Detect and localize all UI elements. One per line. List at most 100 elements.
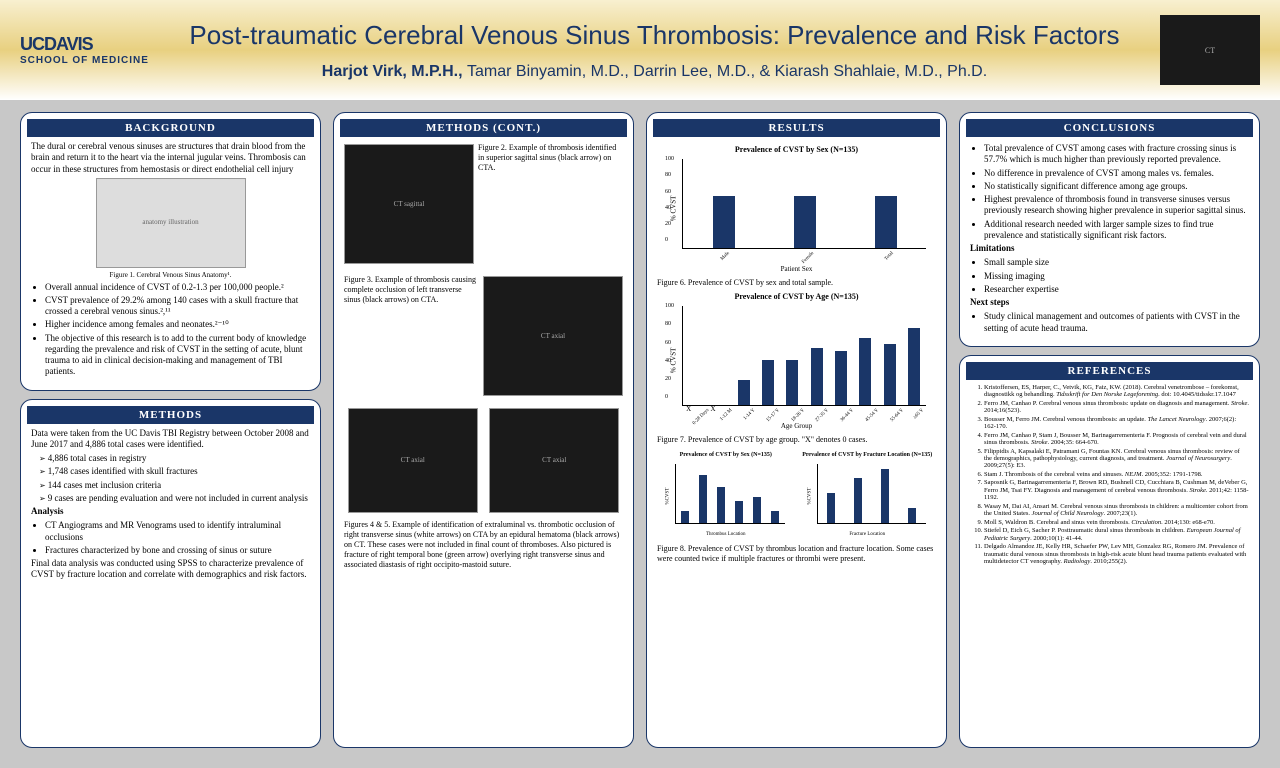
x-labels: MaleFemaleTotal	[682, 251, 926, 257]
x-tick-label: Total	[884, 251, 896, 263]
chart-bar	[753, 497, 761, 523]
conclusions-list: Total prevalence of CVST among cases wit…	[970, 143, 1249, 241]
chart-bar	[908, 508, 916, 522]
chart-title: Prevalence of CVST by Fracture Location …	[799, 452, 937, 460]
list-item: Bousser M, Ferro JM. Cerebral venous thr…	[984, 416, 1249, 431]
x-tick-label: Female	[801, 251, 816, 266]
figure-1-caption: Figure 1. Cerebral Venous Sinus Anatomy¹…	[31, 271, 310, 280]
panel-body: Kristoffersen, ES, Harper, C., Vetvik, K…	[966, 380, 1253, 571]
lead-author: Harjot Virk, M.P.H.,	[322, 63, 467, 80]
chart-bar	[827, 493, 835, 523]
authors: Harjot Virk, M.P.H., Tamar Binyamin, M.D…	[149, 63, 1160, 81]
column-3: RESULTS Prevalence of CVST by Sex (N=135…	[646, 112, 947, 748]
panel-body: Data were taken from the UC Davis TBI Re…	[27, 424, 314, 588]
list-item: Additional research needed with larger s…	[984, 219, 1249, 242]
list-item: Kristoffersen, ES, Harper, C., Vetvik, K…	[984, 384, 1249, 399]
list-item: Highest prevalence of thrombosis found i…	[984, 194, 1249, 217]
chart-8-dual: Prevalence of CVST by Sex (N=135) %CVST …	[657, 448, 936, 542]
chart-bar	[681, 511, 689, 523]
list-item: Delgado Almandoz JE, Kelly HR, Schaefer …	[984, 543, 1249, 565]
coauthors: Tamar Binyamin, M.D., Darrin Lee, M.D., …	[467, 63, 987, 80]
list-item: Stam J. Thrombosis of the cerebral veins…	[984, 471, 1249, 478]
x-tick-label: Male	[720, 251, 732, 263]
chart-bar	[794, 196, 816, 248]
chart-7: Prevalence of CVST by Age (N=135) % CVST…	[657, 292, 936, 431]
logo-subtext: SCHOOL OF MEDICINE	[20, 55, 149, 66]
conclusions-panel: CONCLUSIONS Total prevalence of CVST amo…	[959, 112, 1260, 347]
chart-bar	[735, 501, 743, 522]
list-item: Missing imaging	[984, 271, 1249, 282]
list-item: Higher incidence among females and neona…	[45, 319, 310, 330]
list-item: No difference in prevalence of CVST amon…	[984, 168, 1249, 179]
figure-6-caption: Figure 6. Prevalence of CVST by sex and …	[657, 278, 936, 288]
chart-bar	[835, 351, 847, 405]
list-item: Small sample size	[984, 257, 1249, 268]
chart-bar	[713, 196, 735, 248]
list-item: Stiefel D, Eich G, Sacher P. Posttraumat…	[984, 527, 1249, 542]
methods-panel: METHODS Data were taken from the UC Davi…	[20, 399, 321, 749]
panel-title: METHODS	[27, 406, 314, 424]
list-item: 4,886 total cases in registry	[39, 453, 310, 464]
figure-4-image: CT axial	[348, 408, 478, 513]
list-item: Ferro JM, Canhao P. Cerebral venous sinu…	[984, 400, 1249, 415]
poster-content: BACKGROUND The dural or cerebral venous …	[0, 100, 1280, 760]
x-axis-label: Fracture Location	[799, 532, 937, 538]
list-item: Total prevalence of CVST among cases wit…	[984, 143, 1249, 166]
column-2: METHODS (CONT.) CT sagittal Figure 2. Ex…	[333, 112, 634, 748]
methods-intro: Data were taken from the UC Davis TBI Re…	[31, 428, 310, 451]
chart-bar	[859, 338, 871, 405]
chart-bar	[771, 511, 779, 523]
panel-body: CT sagittal Figure 2. Example of thrombo…	[340, 137, 627, 577]
x-tick-label: 1-14 Y	[743, 408, 757, 422]
x-axis-label: Thrombus Location	[657, 532, 795, 538]
panel-body: Prevalence of CVST by Sex (N=135) % CVST…	[653, 137, 940, 571]
x-axis-label: Patient Sex	[657, 265, 936, 274]
panel-title: CONCLUSIONS	[966, 119, 1253, 137]
y-ticks: 100806040200	[665, 303, 674, 402]
chart-bar	[699, 475, 707, 522]
y-ticks: 100806040200	[665, 156, 674, 245]
panel-title: BACKGROUND	[27, 119, 314, 137]
background-panel: BACKGROUND The dural or cerebral venous …	[20, 112, 321, 391]
chart-bar	[908, 328, 920, 405]
next-steps-heading: Next steps	[970, 297, 1009, 307]
chart-bar	[738, 380, 750, 405]
x-labels: 0-28 Days1-12 M1-14 Y15-17 Y18-26 Y27-35…	[682, 408, 926, 414]
background-intro: The dural or cerebral venous sinuses are…	[31, 141, 310, 175]
x-tick-label: ≥65 Y	[913, 408, 926, 421]
column-1: BACKGROUND The dural or cerebral venous …	[20, 112, 321, 748]
logo-text: UCDAVIS	[20, 34, 93, 54]
figure-2-image: CT sagittal	[344, 144, 474, 264]
list-item: Moll S, Waldron B. Cerebral and sinus ve…	[984, 519, 1249, 526]
panel-title: RESULTS	[653, 119, 940, 137]
chart-bar	[875, 196, 897, 248]
chart-title: Prevalence of CVST by Sex (N=135)	[657, 452, 795, 460]
figure-3-image: CT axial	[483, 276, 623, 396]
panel-title: REFERENCES	[966, 362, 1253, 380]
figure-7-caption: Figure 7. Prevalence of CVST by age grou…	[657, 435, 936, 445]
list-item: Fractures characterized by bone and cros…	[45, 545, 310, 556]
references-list: Kristoffersen, ES, Harper, C., Vetvik, K…	[970, 384, 1249, 566]
chart-bar	[786, 360, 798, 405]
y-axis-label: %CVST	[665, 488, 671, 505]
list-item: Overall annual incidence of CVST of 0.2-…	[45, 282, 310, 293]
figure-4-5-caption: Figures 4 & 5. Example of identification…	[344, 520, 623, 570]
list-item: 9 cases are pending evaluation and were …	[39, 493, 310, 504]
column-4: CONCLUSIONS Total prevalence of CVST amo…	[959, 112, 1260, 748]
title-block: Post-traumatic Cerebral Venous Sinus Thr…	[149, 20, 1160, 81]
poster-title: Post-traumatic Cerebral Venous Sinus Thr…	[149, 20, 1160, 51]
panel-body: Total prevalence of CVST among cases wit…	[966, 137, 1253, 340]
chart-area: % CVST 100806040200	[682, 159, 926, 249]
chart-area: %CVST	[817, 464, 927, 524]
list-item: CT Angiograms and MR Venograms used to i…	[45, 520, 310, 543]
figure-2-caption: Figure 2. Example of thrombosis identifi…	[478, 143, 623, 173]
chart-title: Prevalence of CVST by Sex (N=135)	[657, 145, 936, 155]
list-item: CVST prevalence of 29.2% among 140 cases…	[45, 295, 310, 318]
analysis-list: CT Angiograms and MR Venograms used to i…	[31, 520, 310, 556]
list-item: 1,748 cases identified with skull fractu…	[39, 466, 310, 477]
y-axis-label: %CVST	[807, 488, 813, 505]
list-item: Wasay M, Dai AI, Ansari M. Cerebral veno…	[984, 503, 1249, 518]
ucdavis-logo: UCDAVIS SCHOOL OF MEDICINE	[20, 34, 149, 66]
list-item: Researcher expertise	[984, 284, 1249, 295]
figure-1-anatomy: anatomy illustration	[96, 178, 246, 268]
